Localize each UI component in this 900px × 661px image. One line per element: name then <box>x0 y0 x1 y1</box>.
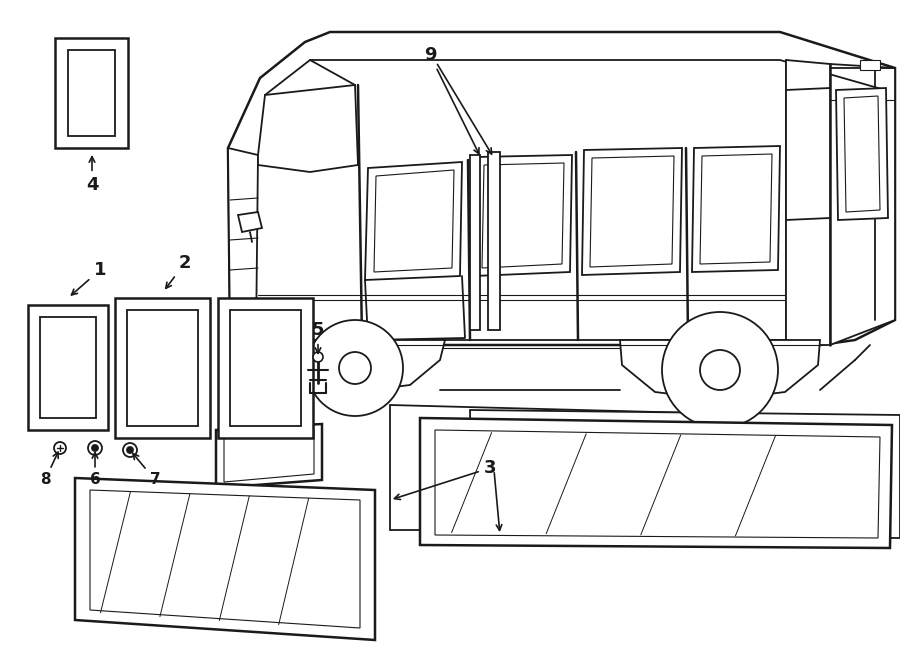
Polygon shape <box>844 96 880 212</box>
Circle shape <box>700 350 740 390</box>
Polygon shape <box>75 478 375 640</box>
Circle shape <box>307 320 403 416</box>
Circle shape <box>127 447 133 453</box>
Polygon shape <box>90 490 360 628</box>
Polygon shape <box>390 405 885 530</box>
Text: 6: 6 <box>90 453 101 488</box>
Polygon shape <box>216 424 322 488</box>
Polygon shape <box>582 148 682 275</box>
Polygon shape <box>224 430 314 482</box>
Polygon shape <box>830 64 895 345</box>
Polygon shape <box>68 50 115 136</box>
Circle shape <box>123 443 137 457</box>
Polygon shape <box>488 152 500 330</box>
Polygon shape <box>700 154 772 264</box>
Polygon shape <box>420 418 892 548</box>
Text: 8: 8 <box>40 452 58 488</box>
Text: 1: 1 <box>71 261 106 295</box>
Polygon shape <box>40 317 96 418</box>
Polygon shape <box>692 146 780 272</box>
Polygon shape <box>470 410 900 538</box>
Polygon shape <box>374 170 454 272</box>
Polygon shape <box>28 305 108 430</box>
Polygon shape <box>786 88 830 220</box>
Text: 9: 9 <box>424 46 479 154</box>
Circle shape <box>88 441 102 455</box>
Polygon shape <box>230 310 301 426</box>
Polygon shape <box>435 430 880 538</box>
Polygon shape <box>474 155 572 276</box>
Polygon shape <box>238 212 262 232</box>
Polygon shape <box>258 85 358 172</box>
Polygon shape <box>127 310 198 426</box>
Polygon shape <box>115 298 210 438</box>
Polygon shape <box>218 298 313 438</box>
Circle shape <box>54 442 66 454</box>
Polygon shape <box>365 162 462 280</box>
Polygon shape <box>620 340 820 400</box>
Polygon shape <box>786 60 830 345</box>
Polygon shape <box>470 155 480 330</box>
Text: 5: 5 <box>311 321 324 354</box>
Polygon shape <box>836 88 888 220</box>
Polygon shape <box>55 38 128 148</box>
Text: 3: 3 <box>394 459 496 500</box>
Polygon shape <box>228 32 895 345</box>
Circle shape <box>662 312 778 428</box>
Circle shape <box>313 352 323 362</box>
Polygon shape <box>482 163 564 268</box>
Polygon shape <box>268 340 445 392</box>
Polygon shape <box>860 60 880 70</box>
Polygon shape <box>590 156 674 267</box>
Circle shape <box>92 445 98 451</box>
Polygon shape <box>228 148 258 340</box>
Text: 4: 4 <box>86 157 98 194</box>
Circle shape <box>339 352 371 384</box>
Text: 2: 2 <box>166 254 191 288</box>
Text: 7: 7 <box>133 453 160 488</box>
